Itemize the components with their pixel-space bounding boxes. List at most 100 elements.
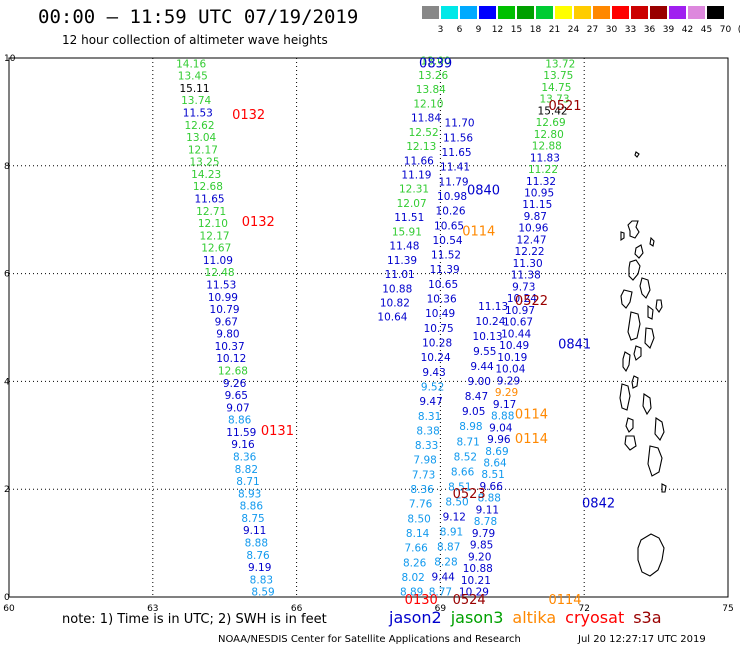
wave-height-value: 11.56 (443, 132, 473, 144)
wave-height-value: 12.67 (201, 243, 231, 255)
legend-label: 9 (475, 25, 482, 35)
wave-height-value: 8.91 (440, 526, 463, 538)
legend-swatch (460, 6, 477, 19)
wave-height-value: 8.14 (406, 528, 430, 540)
y-tick-label: 8 (4, 162, 10, 172)
wave-height-value: 13.84 (416, 84, 446, 96)
wave-height-value: 8.69 (485, 446, 508, 458)
wave-height-value: 14.16 (176, 58, 206, 70)
wave-height-value: 9.73 (512, 281, 535, 293)
wave-height-value: 12.10 (198, 218, 228, 230)
wave-height-value: 12.88 (532, 141, 562, 153)
wave-height-value: 10.98 (437, 191, 467, 203)
wave-height-value: 10.49 (499, 340, 529, 352)
island-shape (649, 236, 655, 247)
x-tick-label: 66 (291, 604, 303, 614)
wave-height-value: 9.19 (248, 562, 271, 574)
island-shape (654, 417, 665, 441)
wave-height-value: 9.07 (226, 402, 249, 414)
wave-height-value: 8.76 (246, 550, 270, 562)
wave-height-value: 9.80 (216, 329, 239, 341)
wave-height-value: 11.83 (530, 152, 560, 164)
wave-height-value: 14.23 (191, 169, 221, 181)
pass-time-label: 0521 (548, 99, 581, 114)
wave-height-value: 8.51 (448, 481, 471, 493)
wave-height-value: 10.54 (433, 235, 463, 247)
wave-height-value: 9.96 (487, 434, 511, 446)
wave-height-value: 13.45 (178, 71, 208, 83)
legend-swatch (498, 6, 515, 19)
wave-height-value: 11.01 (385, 269, 415, 281)
wave-height-value: 9.20 (468, 551, 491, 563)
wave-height-value: 7.98 (413, 455, 436, 467)
wave-height-value: 9.47 (419, 396, 442, 408)
wave-height-value: 11.13 (478, 301, 508, 313)
wave-height-value: 13.72 (545, 58, 575, 70)
wave-height-value: 11.15 (522, 199, 552, 211)
wave-height-value: 12.17 (200, 230, 230, 242)
timestamp-text: Jul 20 12:27:17 UTC 2019 (578, 634, 706, 645)
legend-swatch (669, 6, 686, 19)
legend-label: 39 (662, 25, 675, 35)
wave-height-value: 11.51 (394, 212, 424, 224)
wave-height-value: 7.76 (409, 499, 433, 511)
wave-height-value: 10.13 (473, 331, 503, 343)
wave-height-value: 10.79 (210, 304, 240, 316)
wave-height-value: 11.53 (206, 280, 236, 292)
island-shape (637, 533, 665, 577)
y-tick-label: 10 (4, 54, 16, 64)
wave-height-value: 10.04 (495, 364, 525, 376)
legend-swatch (479, 6, 496, 19)
wave-height-value: 11.59 (226, 427, 256, 439)
legend-label: 30 (605, 25, 618, 35)
maldives-coastline (619, 151, 667, 577)
pass-time-label: 0114 (515, 432, 548, 447)
wave-height-value: 10.26 (436, 206, 466, 218)
wave-height-value: 9.29 (497, 375, 520, 387)
wave-height-value: 10.82 (380, 297, 410, 309)
island-shape (644, 327, 655, 349)
wave-height-value: 13.75 (543, 70, 573, 82)
wave-height-value: 12.52 (409, 127, 439, 139)
pass-time-label: 0114 (462, 224, 495, 239)
wave-height-value: 12.47 (516, 234, 546, 246)
wave-height-value: 11.39 (430, 264, 460, 276)
wave-height-value: 9.79 (472, 528, 495, 540)
wave-height-value: 15.11 (179, 83, 209, 95)
legend-swatch (593, 6, 610, 19)
wave-height-value: 13.00 (421, 56, 451, 68)
wave-height-value: 10.97 (505, 305, 535, 317)
wave-height-value: 9.52 (421, 381, 444, 393)
wave-height-value: 11.79 (439, 176, 469, 188)
island-shape (620, 231, 625, 242)
legend-swatch (536, 6, 553, 19)
wave-height-value: 10.65 (434, 220, 464, 232)
y-tick-label: 6 (4, 270, 10, 280)
x-tick-label: 60 (3, 604, 15, 614)
wave-height-value: 12.10 (413, 98, 443, 110)
legend-label: 6 (456, 25, 463, 35)
wave-height-value: 9.04 (489, 422, 513, 434)
wave-height-value: 11.66 (404, 155, 434, 167)
legend-swatch (441, 6, 458, 19)
wave-height-value: 12.62 (184, 120, 214, 132)
wave-height-value: 8.98 (459, 421, 482, 433)
wave-height-value: 10.65 (428, 279, 458, 291)
wave-height-value: 10.12 (216, 353, 246, 365)
wave-height-value: 13.73 (539, 94, 569, 106)
wave-height-value: 11.65 (442, 147, 472, 159)
wave-height-value: 14.75 (541, 82, 571, 94)
wave-height-value: 8.51 (481, 469, 504, 481)
note-text: note: 1) Time is in UTC; 2) SWH is in fe… (62, 612, 327, 627)
satellite-jason2-label: jason2 (389, 608, 442, 627)
legend-label: 70 (719, 25, 732, 35)
x-tick-label: 75 (722, 604, 733, 614)
legend-label: 15 (510, 25, 523, 35)
wave-height-value: 8.38 (416, 425, 439, 437)
wave-height-value: 12.68 (193, 181, 223, 193)
wave-height-value: 8.77 (429, 587, 452, 599)
wave-height-value: 8.88 (245, 537, 268, 549)
wave-height-value: 10.29 (459, 587, 489, 599)
wave-height-value: 10.49 (425, 308, 455, 320)
